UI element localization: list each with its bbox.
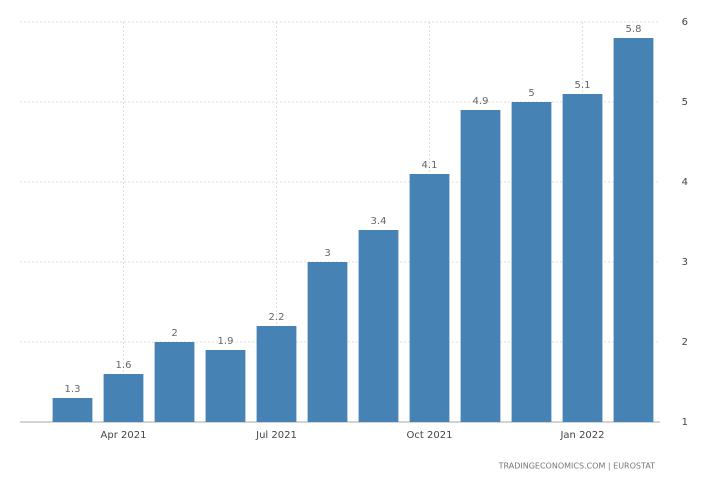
data-label: 1.3 <box>65 384 81 395</box>
data-label: 5.8 <box>626 24 642 35</box>
bar <box>562 94 603 422</box>
source: TRADINGECONOMICS.COM | EUROSTAT <box>498 462 656 471</box>
bar <box>358 230 399 422</box>
data-label: 1.6 <box>116 360 132 371</box>
data-label: 4.9 <box>473 96 489 107</box>
data-label: 4.1 <box>422 160 438 171</box>
bar <box>256 326 297 422</box>
data-label: 2 <box>171 328 177 339</box>
bar <box>460 110 501 422</box>
bar <box>52 398 93 422</box>
bar <box>103 374 144 422</box>
x-tick-label: Jan 2022 <box>559 430 604 441</box>
x-tick-label: Oct 2021 <box>407 430 453 441</box>
y-tick-label: 6 <box>682 17 688 28</box>
bar <box>511 102 552 422</box>
data-label: 1.9 <box>218 336 234 347</box>
data-label: 3.4 <box>371 216 387 227</box>
data-label: 3 <box>324 248 330 259</box>
y-tick-label: 4 <box>682 177 688 188</box>
x-tick-label: Apr 2021 <box>101 430 147 441</box>
data-label: 5.1 <box>575 80 591 91</box>
bar <box>409 174 450 422</box>
y-tick-label: 3 <box>682 257 688 268</box>
bar <box>154 342 195 422</box>
y-tick-label: 1 <box>682 417 688 428</box>
data-label: 5 <box>528 88 534 99</box>
x-tick-label: Jul 2021 <box>255 430 297 441</box>
y-tick-label: 2 <box>682 337 688 348</box>
data-label: 2.2 <box>269 312 285 323</box>
bar <box>613 38 654 422</box>
bar <box>307 262 348 422</box>
bar <box>205 350 246 422</box>
y-tick-label: 5 <box>682 97 688 108</box>
